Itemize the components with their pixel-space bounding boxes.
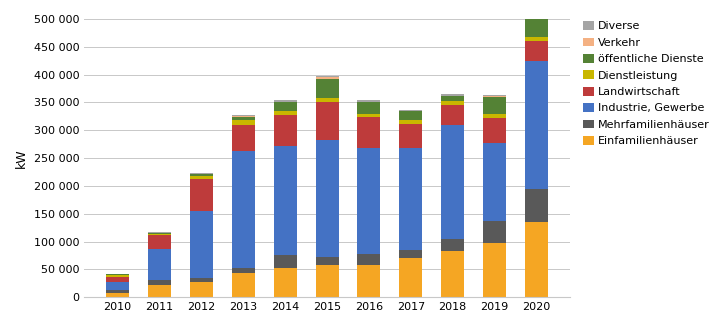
Bar [190,174,213,177]
Bar [483,118,506,143]
Bar [483,96,506,97]
Bar [274,111,297,115]
Bar [274,255,297,268]
Bar [441,239,464,251]
Bar [483,97,506,113]
Bar [441,105,464,125]
Bar [399,148,422,250]
Bar [399,111,422,120]
Bar [232,117,255,120]
Bar [148,249,171,280]
Bar [106,282,129,290]
Bar [357,254,381,265]
Y-axis label: kW: kW [15,148,28,168]
Bar [399,110,422,111]
Bar [483,143,506,221]
Bar [232,151,255,268]
Bar [399,250,422,258]
Bar [315,257,339,266]
Bar [315,77,339,78]
Bar [106,290,129,293]
Bar [148,235,171,249]
Bar [190,211,213,278]
Bar [190,177,213,179]
Bar [483,95,506,96]
Bar [274,115,297,146]
Bar [232,116,255,117]
Bar [441,101,464,105]
Bar [399,258,422,297]
Bar [483,221,506,243]
Bar [274,100,297,102]
Bar [399,124,422,148]
Bar [232,120,255,125]
Bar [525,37,548,41]
Bar [525,222,548,297]
Bar [357,113,381,117]
Bar [148,232,171,234]
Bar [190,179,213,211]
Bar [357,102,381,113]
Bar [274,102,297,111]
Bar [483,243,506,297]
Bar [148,234,171,235]
Bar [148,285,171,297]
Bar [315,76,339,77]
Bar [190,278,213,282]
Bar [232,273,255,297]
Bar [525,2,548,5]
Bar [357,148,381,254]
Bar [441,96,464,101]
Bar [190,173,213,174]
Bar [315,102,339,140]
Bar [399,120,422,124]
Bar [357,100,381,102]
Legend: Diverse, Verkehr, öffentliche Dienste, Dienstleistung, Landwirtschaft, Industrie: Diverse, Verkehr, öffentliche Dienste, D… [580,19,712,148]
Bar [315,266,339,297]
Bar [441,94,464,96]
Bar [274,268,297,297]
Bar [357,265,381,297]
Bar [190,282,213,297]
Bar [315,98,339,102]
Bar [525,61,548,189]
Bar [315,78,339,98]
Bar [232,125,255,151]
Bar [525,6,548,37]
Bar [483,113,506,118]
Bar [441,125,464,239]
Bar [315,140,339,257]
Bar [106,274,129,275]
Bar [232,268,255,273]
Bar [106,275,129,277]
Bar [525,5,548,6]
Bar [525,41,548,61]
Bar [106,277,129,282]
Bar [441,251,464,297]
Bar [232,115,255,116]
Bar [106,293,129,297]
Bar [357,117,381,148]
Bar [525,189,548,222]
Bar [148,280,171,285]
Bar [274,146,297,255]
